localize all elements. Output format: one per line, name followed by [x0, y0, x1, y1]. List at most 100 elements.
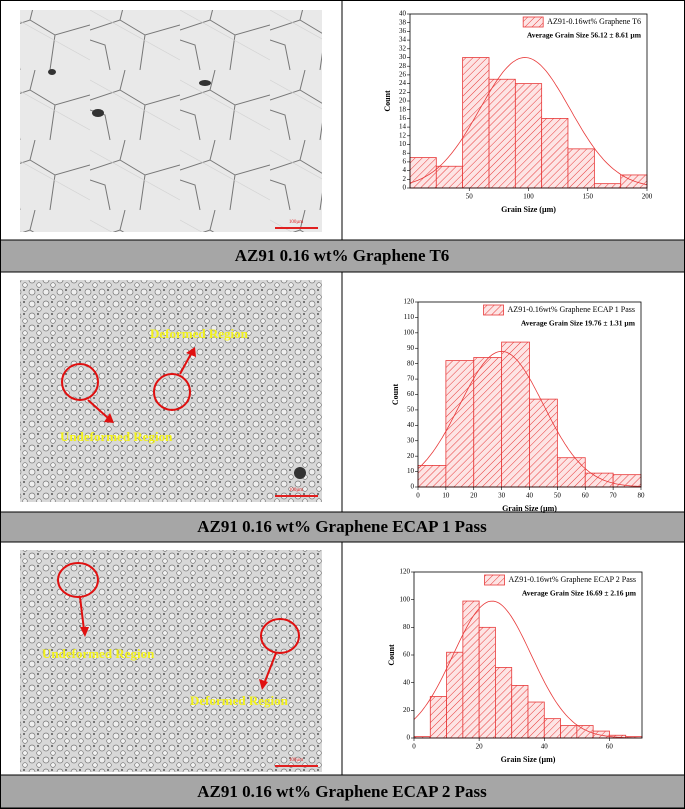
x-tick-label: 70 [610, 492, 618, 500]
x-tick-label: 40 [541, 743, 549, 751]
y-tick-label: 70 [407, 375, 415, 383]
x-tick-label: 80 [638, 492, 646, 500]
caption: AZ91 0.16 wt% Graphene ECAP 2 Pass [197, 782, 487, 801]
y-tick-label: 80 [407, 359, 415, 367]
bar [541, 118, 569, 189]
y-tick-label: 26 [399, 71, 407, 79]
y-tick-label: 20 [407, 452, 415, 460]
caption-bar [0, 774, 685, 809]
micrograph [20, 280, 322, 502]
arrow-heads [80, 347, 268, 690]
y-tick-label: 32 [399, 44, 407, 52]
fit-curve [413, 600, 642, 739]
y-tick-label: 60 [407, 390, 415, 398]
x-tick-label: 40 [526, 492, 534, 500]
fit-curve [409, 57, 648, 186]
y-tick-label: 120 [400, 568, 411, 576]
x-axis-label: Grain Size (µm) [501, 755, 556, 764]
bar [584, 472, 614, 488]
scale-label: 100µm [289, 488, 303, 493]
y-tick-label: 50 [407, 406, 415, 414]
y-tick-label: 20 [403, 706, 411, 714]
y-tick-label: 24 [399, 79, 407, 87]
bar [514, 83, 543, 189]
x-tick-label: 60 [606, 743, 614, 751]
x-tick-label: 10 [442, 492, 450, 500]
y-tick-label: 0 [407, 734, 411, 742]
caption: AZ91 0.16 wt% Graphene T6 [235, 246, 450, 265]
y-tick-label: 10 [399, 140, 407, 148]
legend-label: AZ91-0.16wt% Graphene T6 [547, 17, 641, 26]
bar [501, 341, 530, 488]
x-tick-label: 150 [583, 193, 594, 201]
y-tick-label: 30 [407, 436, 415, 444]
scale-label: 100µm [289, 758, 303, 763]
x-axis-label: Grain Size (µm) [502, 504, 557, 513]
y-tick-label: 40 [399, 10, 407, 18]
bar [543, 718, 561, 739]
y-tick-label: 14 [399, 123, 407, 131]
caption: AZ91 0.16 wt% Graphene ECAP 1 Pass [197, 517, 487, 536]
annotation: Deformed Region [190, 693, 289, 708]
bar [560, 725, 578, 739]
annotation: Undeformed Region [60, 429, 173, 444]
x-tick-label: 30 [498, 492, 506, 500]
y-tick-label: 18 [399, 105, 407, 113]
bar [435, 165, 464, 189]
bar [473, 357, 503, 488]
x-tick-label: 60 [582, 492, 590, 500]
bar [445, 360, 475, 488]
y-tick-label: 0 [411, 483, 415, 491]
dark-particles [48, 69, 306, 479]
legend-label: AZ91-0.16wt% Graphene ECAP 2 Pass [509, 575, 636, 584]
bar [556, 457, 586, 488]
y-tick-label: 12 [399, 131, 407, 139]
bar [462, 600, 480, 739]
bar [529, 398, 558, 488]
bar [511, 685, 529, 739]
annotation: Average Grain Size 16.69 ± 2.16 µm [522, 589, 637, 598]
y-tick-label: 38 [399, 18, 407, 26]
legend-swatch [484, 574, 505, 586]
region-markers [57, 351, 300, 685]
legend-swatch [483, 304, 504, 316]
bar [592, 730, 610, 739]
x-tick-label: 20 [476, 743, 484, 751]
x-tick-label: 50 [466, 193, 474, 201]
x-tick-label: 100 [523, 193, 534, 201]
bar [576, 725, 594, 739]
legend-label: AZ91-0.16wt% Graphene ECAP 1 Pass [508, 305, 635, 314]
x-tick-label: 200 [642, 193, 653, 201]
fit-curve [417, 350, 642, 487]
y-tick-label: 6 [403, 158, 407, 166]
y-tick-label: 120 [404, 298, 415, 306]
bar [567, 148, 595, 189]
y-tick-label: 80 [403, 623, 411, 631]
y-tick-label: 40 [407, 421, 415, 429]
y-tick-label: 40 [403, 678, 411, 686]
y-tick-label: 2 [403, 175, 407, 183]
bar [462, 57, 490, 189]
x-tick-label: 20 [470, 492, 478, 500]
bar [488, 78, 516, 189]
y-tick-label: 10 [407, 467, 415, 475]
x-tick-label: 0 [412, 743, 416, 751]
y-tick-label: 60 [403, 651, 411, 659]
caption-bar [0, 239, 685, 273]
y-tick-label: 8 [403, 149, 407, 157]
micrograph [20, 550, 322, 772]
annotation: Deformed Region [150, 326, 249, 341]
y-axis-label: Count [387, 644, 396, 666]
bar [429, 696, 447, 739]
y-tick-label: 34 [399, 36, 407, 44]
y-tick-label: 20 [399, 97, 407, 105]
y-tick-label: 90 [407, 344, 415, 352]
y-tick-label: 28 [399, 62, 407, 70]
annotation: Undeformed Region [42, 646, 155, 661]
y-tick-label: 110 [404, 313, 415, 321]
bar [478, 626, 496, 739]
bar [409, 157, 437, 189]
y-tick-label: 30 [399, 53, 407, 61]
y-tick-label: 100 [400, 595, 411, 603]
